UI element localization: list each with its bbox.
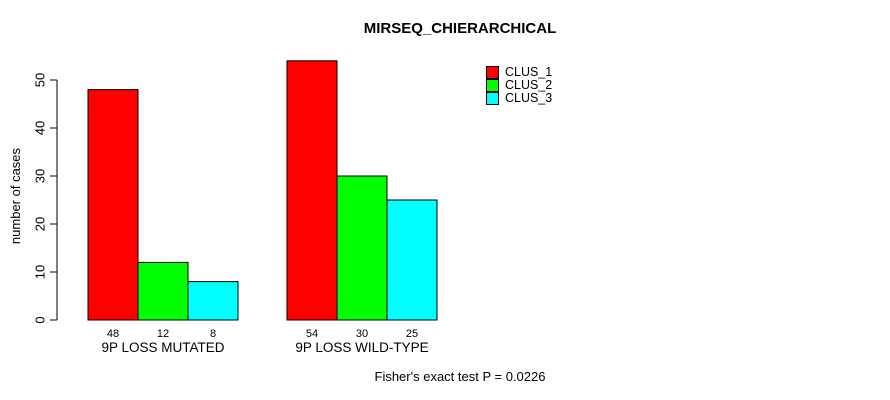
annotation-text: Fisher's exact test P = 0.0226: [374, 369, 546, 384]
legend-item-clus_1: CLUS_1: [486, 65, 553, 79]
bar-value-label: 30: [356, 328, 368, 340]
bar-clus_1-group1: [87, 89, 139, 321]
bar-clus_3-group1: [187, 281, 239, 321]
bar-value-label: 8: [210, 328, 216, 340]
bar-clus_2-group2: [336, 175, 388, 321]
bar-value-label: 54: [306, 328, 318, 340]
bar-value-label: 48: [107, 328, 119, 340]
y-axis-tick-label: 40: [33, 121, 48, 135]
legend-swatch-icon: [486, 65, 499, 79]
y-axis-tick-label: 0: [33, 316, 48, 323]
category-label: 9P LOSS MUTATED: [101, 340, 224, 355]
chart-title: MIRSEQ_CHIERARCHICAL: [363, 20, 557, 37]
bar-clus_1-group2: [286, 60, 338, 321]
legend: CLUS_1 CLUS_2 CLUS_3: [486, 65, 553, 105]
bar-value-label: 12: [157, 328, 169, 340]
y-axis-tick-label: 20: [33, 217, 48, 231]
legend-item-clus_3: CLUS_3: [486, 91, 553, 105]
bar-clus_2-group1: [137, 261, 189, 321]
legend-swatch-icon: [486, 91, 499, 105]
legend-label: CLUS_2: [505, 78, 553, 92]
y-axis-tick-label: 10: [33, 265, 48, 279]
y-axis-tick-label: 50: [33, 73, 48, 87]
category-label: 9P LOSS WILD-TYPE: [295, 340, 428, 355]
bar-clus_3-group2: [386, 199, 438, 321]
y-axis-tick-label: 30: [33, 169, 48, 183]
legend-item-clus_2: CLUS_2: [486, 78, 553, 92]
legend-label: CLUS_3: [505, 91, 553, 105]
bar-value-label: 25: [406, 328, 418, 340]
legend-label: CLUS_1: [505, 65, 553, 79]
legend-swatch-icon: [486, 78, 499, 92]
